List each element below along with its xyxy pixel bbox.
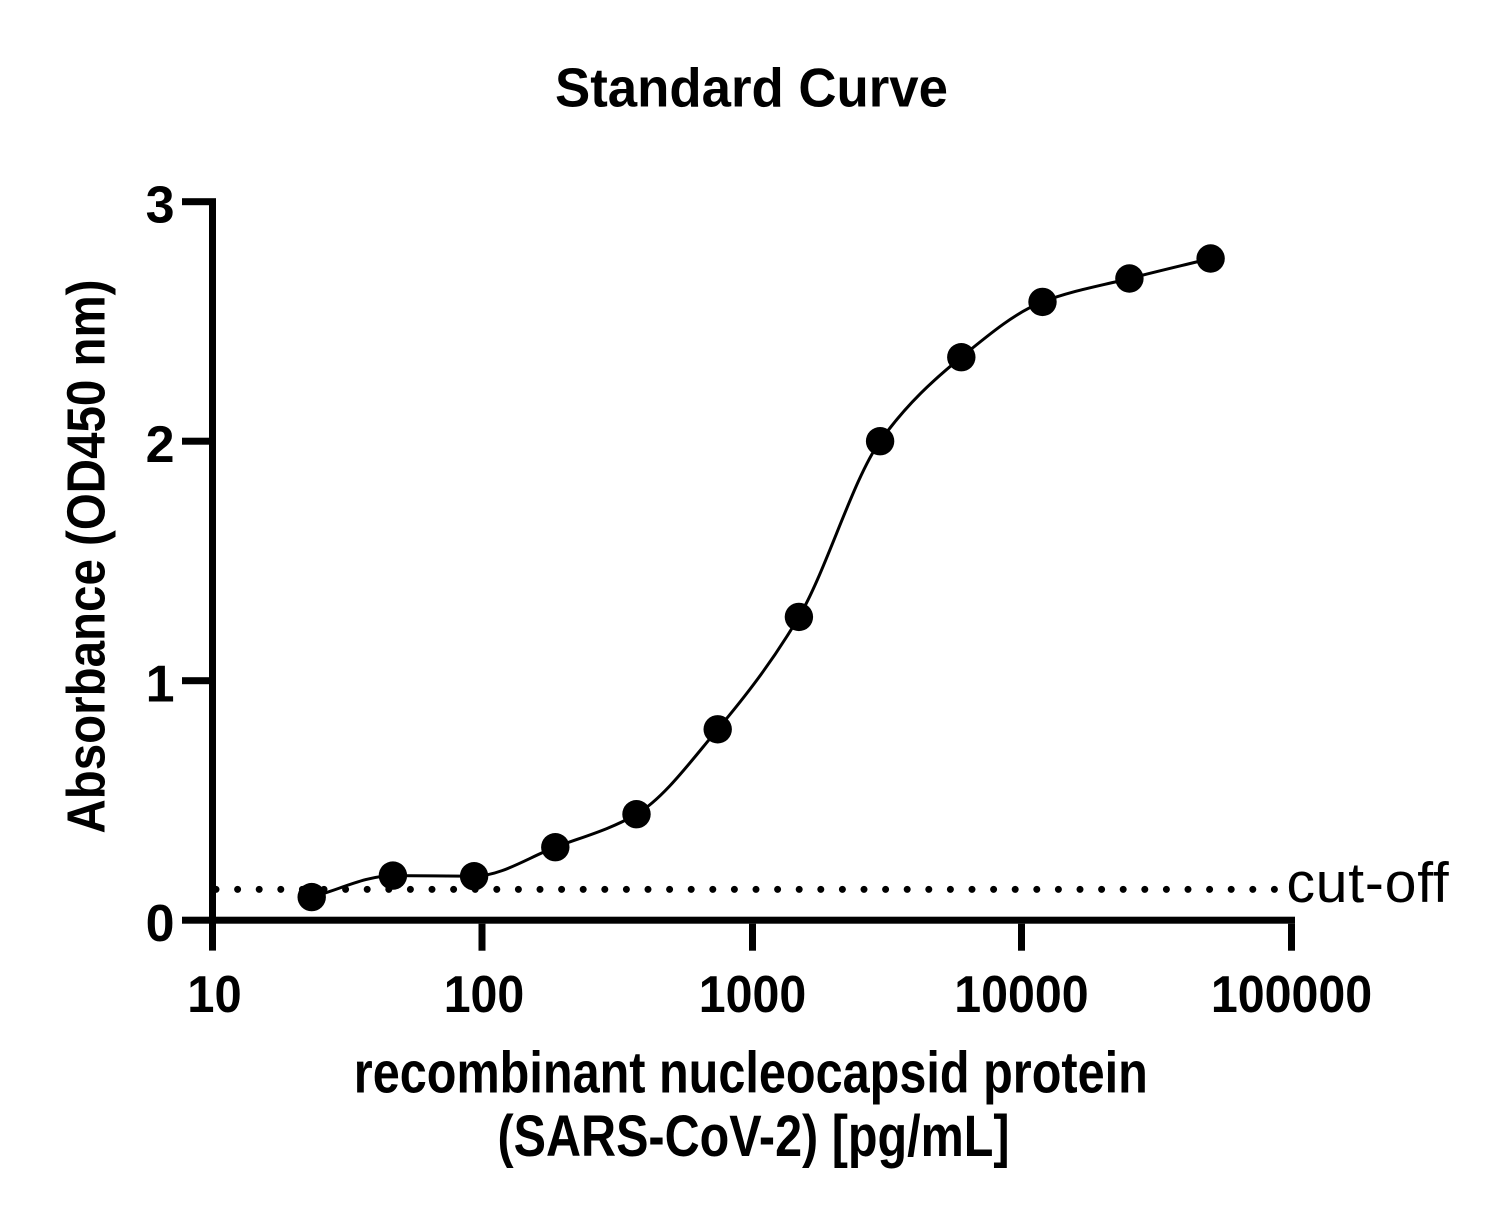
svg-text:1: 1: [146, 656, 175, 714]
svg-text:2: 2: [146, 416, 175, 474]
svg-text:(SARS-CoV-2) [pg/mL]: (SARS-CoV-2) [pg/mL]: [498, 1104, 1010, 1169]
svg-text:recombinant nucleocapsid prote: recombinant nucleocapsid protein: [354, 1041, 1148, 1106]
svg-text:Absorbance (OD450 nm): Absorbance (OD450 nm): [58, 280, 117, 834]
svg-text:100: 100: [444, 966, 525, 1024]
svg-text:Standard Curve: Standard Curve: [555, 57, 948, 119]
svg-text:3: 3: [146, 177, 175, 235]
svg-text:10000: 10000: [954, 966, 1088, 1024]
svg-text:1000: 1000: [699, 966, 807, 1024]
svg-text:0: 0: [146, 895, 175, 953]
svg-text:cut-off: cut-off: [1287, 851, 1450, 915]
svg-text:10: 10: [187, 966, 241, 1024]
svg-text:100000: 100000: [1211, 966, 1372, 1024]
